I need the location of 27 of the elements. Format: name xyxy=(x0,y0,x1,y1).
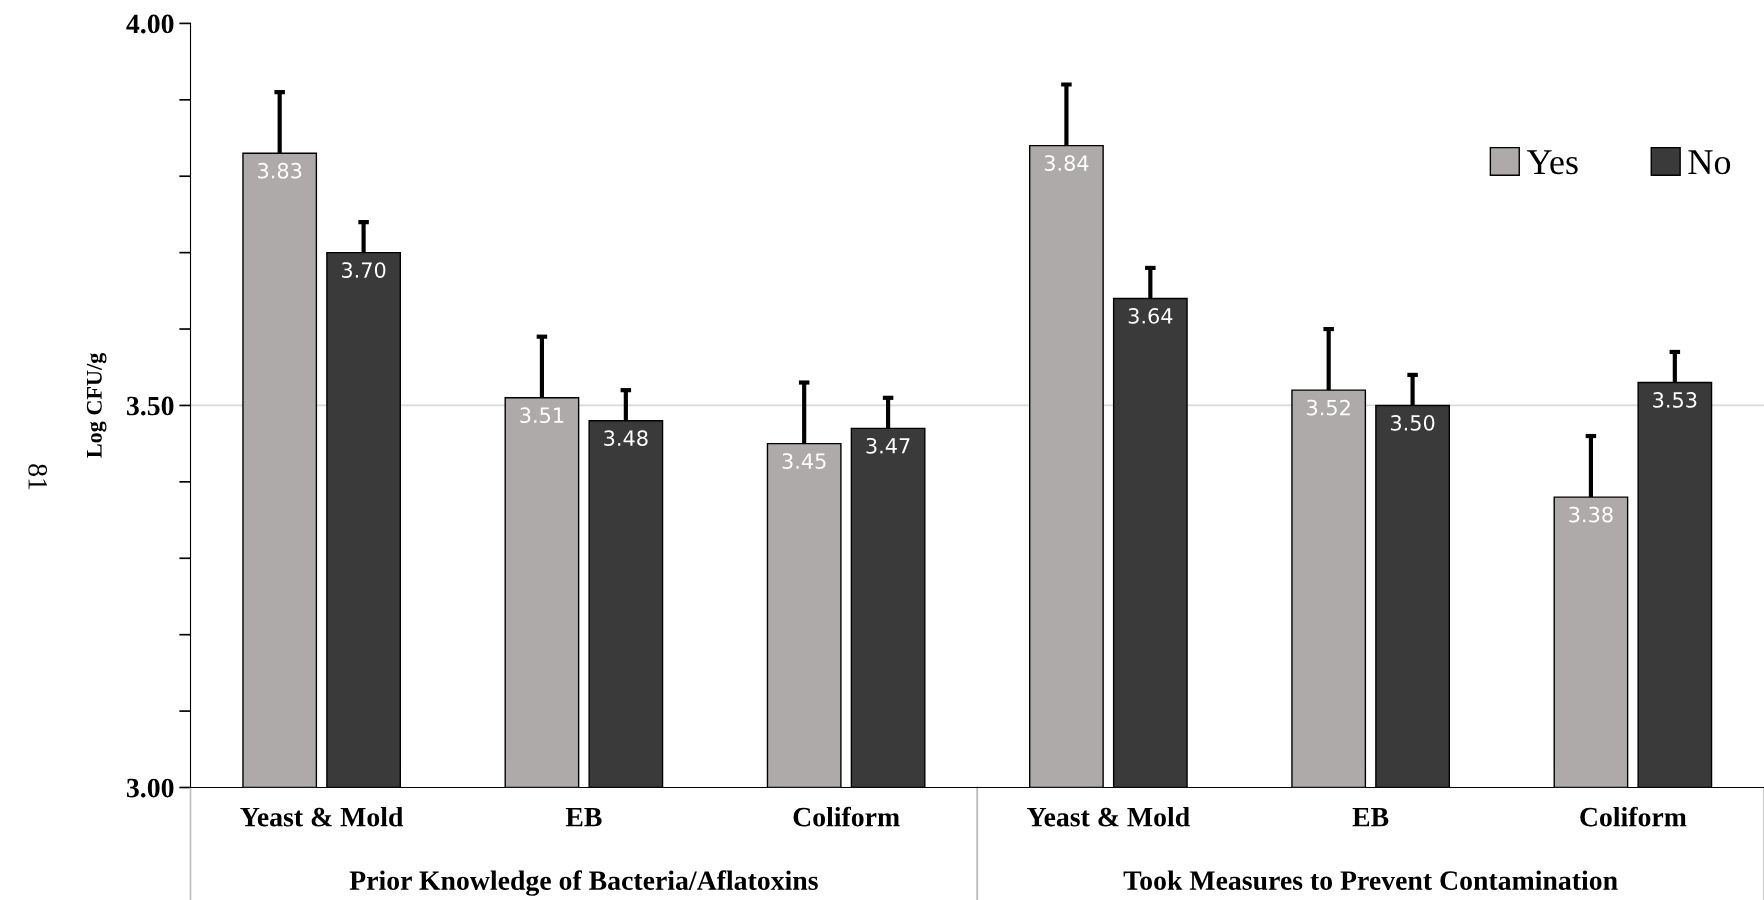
legend-label: No xyxy=(1688,150,1731,175)
text: Prior Knowledge of Bacteria/Aflatoxins xyxy=(349,870,818,896)
x-tick-label: EB xyxy=(1352,808,1389,827)
y-tick-label: 3.50 xyxy=(126,396,174,416)
x-tick-label: Yeast & Mold xyxy=(1027,806,1190,827)
text: 81 xyxy=(28,464,48,490)
data-label: 3.84 xyxy=(1044,155,1089,171)
y-tick-label: 3.00 xyxy=(126,778,174,798)
data-label: 3.51 xyxy=(520,407,564,424)
text: Took Measures to Prevent Contamination xyxy=(1123,870,1618,891)
data-label: 3.47 xyxy=(866,437,910,454)
data-label: 3.83 xyxy=(258,162,302,179)
y-tick-label: 4.00 xyxy=(126,14,174,34)
data-label: 3.64 xyxy=(1128,308,1173,324)
data-label: 3.50 xyxy=(1390,414,1435,431)
data-label: 3.45 xyxy=(782,453,826,469)
data-label: 3.53 xyxy=(1653,392,1697,408)
x-tick-label: Yeast & Mold xyxy=(240,806,404,827)
x-tick-label: Coliform xyxy=(793,806,900,827)
x-tick-label: Coliform xyxy=(1580,806,1687,827)
data-label: 3.52 xyxy=(1307,399,1350,416)
legend-label: Yes xyxy=(1526,150,1578,175)
y-axis-title: Log CFU/g xyxy=(86,352,107,458)
x-tick-label: EB xyxy=(565,808,602,827)
data-label: 3.48 xyxy=(604,430,648,447)
data-label: 3.38 xyxy=(1569,506,1613,523)
data-label: 3.70 xyxy=(341,262,386,278)
